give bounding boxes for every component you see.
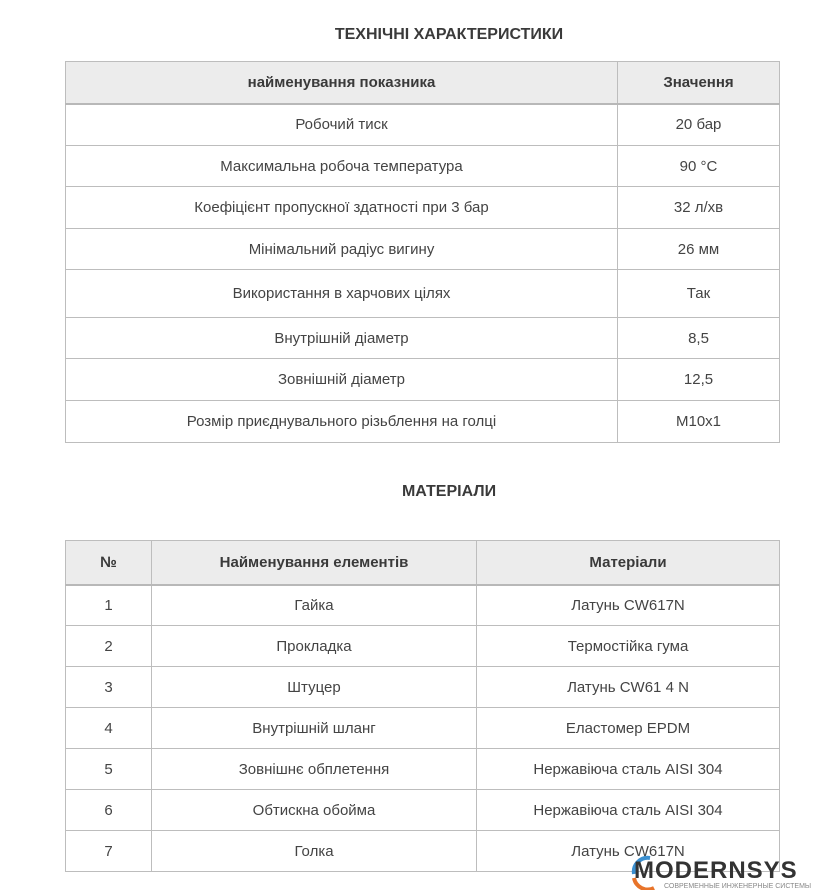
material-element: Прокладка — [151, 625, 477, 667]
material-element: Гайка — [151, 584, 477, 626]
spec-row: Мінімальний радіус вигину 26 мм — [65, 228, 780, 270]
header-number: № — [65, 540, 152, 586]
material-element: Обтискна обойма — [151, 789, 477, 831]
spec-value: 20 бар — [617, 103, 780, 146]
spec-row: Розмір приєднувального різьблення на гол… — [65, 400, 780, 443]
spec-value: M10x1 — [617, 400, 780, 443]
material-row: 6 Обтискна обойма Нержавіюча сталь AISI 30… — [65, 789, 780, 831]
header-element: Найменування елементів — [151, 540, 477, 586]
spec-row: Зовнішній діаметр 12,5 — [65, 358, 780, 401]
spec-row: Використання в харчових цілях Так — [65, 269, 780, 318]
material-element: Внутрішній шланг — [151, 707, 477, 749]
spec-value: 32 л/хв — [617, 186, 780, 229]
specs-table: найменування показника Значення Робочий … — [65, 61, 780, 443]
material-value: Нержавіюча сталь AISI 304 — [476, 748, 780, 790]
material-row: 2 Прокладка Термостійка гума — [65, 625, 780, 667]
header-value: Значення — [617, 61, 780, 105]
spec-parameter: Використання в харчових цілях — [65, 269, 618, 318]
spec-value: 26 мм — [617, 228, 780, 270]
material-value: Латунь CW617N — [476, 584, 780, 626]
material-value: Латунь CW61 4 N — [476, 666, 780, 708]
material-row: 5 Зовнішнє обплетення Нержавіюча сталь AIS… — [65, 748, 780, 790]
material-value: Латунь CW617N — [476, 830, 780, 872]
material-element: Голка — [151, 830, 477, 872]
material-element: Зовнішнє обплетення — [151, 748, 477, 790]
materials-title: МАТЕРІАЛИ — [401, 483, 497, 500]
material-number: 1 — [65, 584, 152, 626]
spec-value: 90 °C — [617, 145, 780, 187]
header-parameter: найменування показника — [65, 61, 618, 105]
svg-text:СОВРЕМЕННЫЕ ИНЖЕНЕРНЫЕ СИСТЕМЫ: СОВРЕМЕННЫЕ ИНЖЕНЕРНЫЕ СИСТЕМЫ — [664, 883, 811, 890]
spec-row: Внутрішній діаметр 8,5 — [65, 317, 780, 359]
spec-parameter: Максимальна робоча температура — [65, 145, 618, 187]
material-number: 3 — [65, 666, 152, 708]
spec-parameter: Коефіцієнт пропускної здатності при 3 ба… — [65, 186, 618, 229]
materials-table: № Найменування елементів Матеріали 1 Гайк… — [65, 540, 780, 872]
material-row: 7 Голка Латунь CW617N — [65, 830, 780, 872]
spec-parameter: Мінімальний радіус вигину — [65, 228, 618, 270]
material-value: Еластомер EPDM — [476, 707, 780, 749]
material-number: 7 — [65, 830, 152, 872]
spec-row: Максимальна робоча температура 90 °C — [65, 145, 780, 187]
modernsys-logo: MODERNSYS СОВРЕМЕННЫЕ ИНЖЕНЕРНЫЕ СИСТЕМЫ — [631, 855, 811, 890]
material-number: 2 — [65, 625, 152, 667]
header-material: Матеріали — [476, 540, 780, 586]
material-number: 5 — [65, 748, 152, 790]
material-value: Нержавіюча сталь AISI 304 — [476, 789, 780, 831]
specs-title: ТЕХНІЧНІ ХАРАКТЕРИСТИКИ — [334, 26, 564, 43]
material-row: 1 Гайка Латунь CW617N — [65, 584, 780, 626]
spec-row: Робочий тиск 20 бар — [65, 103, 780, 146]
material-number: 6 — [65, 789, 152, 831]
spec-value: Так — [617, 269, 780, 318]
spec-parameter: Розмір приєднувального різьблення на гол… — [65, 400, 618, 443]
spec-value: 8,5 — [617, 317, 780, 359]
material-row: 4 Внутрішній шланг Еластомер EPDM — [65, 707, 780, 749]
material-element: Штуцер — [151, 666, 477, 708]
svg-text:MODERNSYS: MODERNSYS — [634, 857, 798, 884]
material-row: 3 Штуцер Латунь CW61 4 N — [65, 666, 780, 708]
spec-parameter: Зовнішній діаметр — [65, 358, 618, 401]
spec-value: 12,5 — [617, 358, 780, 401]
material-number: 4 — [65, 707, 152, 749]
material-value: Термостійка гума — [476, 625, 780, 667]
spec-parameter: Робочий тиск — [65, 103, 618, 146]
spec-parameter: Внутрішній діаметр — [65, 317, 618, 359]
spec-row: Коефіцієнт пропускної здатності при 3 ба… — [65, 186, 780, 229]
